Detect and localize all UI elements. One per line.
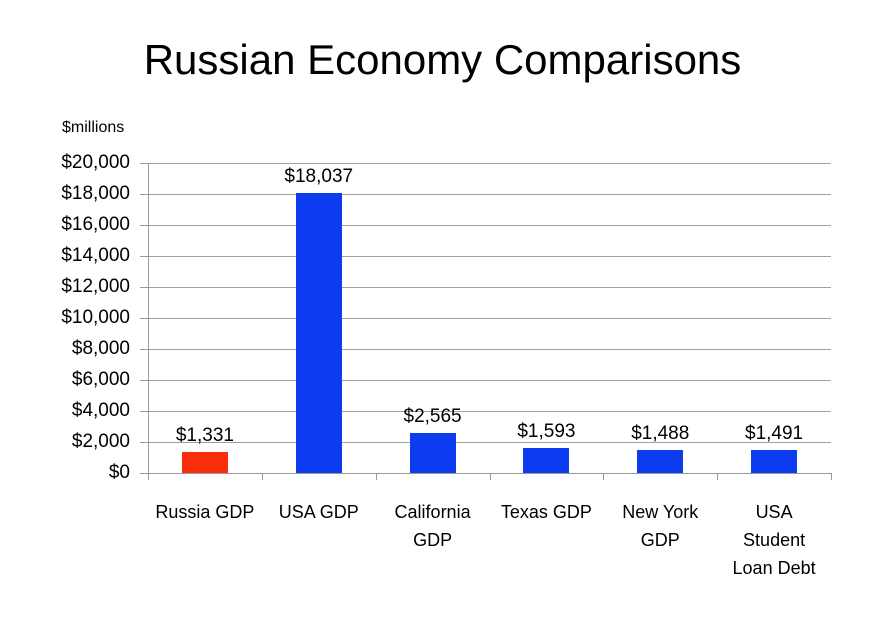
bar-california-gdp: [409, 433, 456, 473]
y-axis-tick-label: $2,000: [71, 431, 130, 452]
y-axis-tick-label: $6,000: [71, 369, 130, 390]
y-axis-unit-label: $millions: [62, 119, 125, 136]
y-axis-tick-label: $12,000: [61, 276, 130, 297]
x-axis-category-label: USA GDP: [278, 502, 359, 522]
bar-value-label: $18,037: [284, 166, 354, 188]
y-axis-tick: [140, 411, 148, 412]
y-axis-tick: [140, 194, 148, 195]
y-axis-tick: [140, 225, 148, 226]
y-axis-tick: [140, 163, 148, 164]
y-axis-line: [148, 163, 149, 474]
y-axis-tick-label: $0: [108, 462, 130, 483]
x-axis-tick: [603, 474, 605, 480]
gridline: [148, 442, 831, 443]
y-axis-tick: [140, 318, 148, 319]
bar-usa-gdp: [295, 193, 342, 473]
y-axis-tick-label: $4,000: [71, 400, 130, 421]
x-axis-category-label: New York GDP: [622, 502, 699, 550]
x-axis-category-label: Texas GDP: [500, 502, 592, 522]
gridline: [148, 225, 831, 226]
x-axis-tick: [375, 474, 377, 480]
y-axis-tick-label: $10,000: [61, 307, 130, 328]
bar-new-york-gdp: [637, 449, 684, 473]
gridline: [148, 256, 831, 257]
y-axis-tick-label: $8,000: [71, 338, 130, 359]
bar-usa-student-loan-debt: [751, 449, 798, 473]
y-axis-tick: [140, 380, 148, 381]
x-axis-tick: [148, 474, 149, 480]
x-axis-category-label: California GDP: [394, 502, 471, 550]
y-axis-tick: [140, 349, 148, 350]
x-axis-tick: [489, 474, 491, 480]
gridline: [148, 194, 831, 195]
y-axis-tick-label: $18,000: [61, 183, 130, 204]
x-axis-line: [148, 473, 832, 474]
y-axis-tick: [140, 287, 148, 288]
x-axis-category-label: USA Student Loan Debt: [732, 502, 816, 578]
x-axis-category-label: Russia GDP: [155, 502, 255, 522]
bar-value-label: $1,491: [745, 422, 804, 444]
gridline: [148, 287, 831, 288]
y-axis-tick-label: $16,000: [61, 214, 130, 235]
gridline: [148, 349, 831, 350]
bar-texas-gdp: [523, 448, 570, 473]
gridline: [148, 163, 831, 164]
bar-russia-gdp: [181, 452, 228, 473]
gridline: [148, 318, 831, 319]
y-axis-tick-label: $14,000: [61, 245, 130, 266]
bar-value-label: $1,488: [631, 422, 690, 444]
x-axis-tick: [717, 474, 719, 480]
y-axis-tick-label: $20,000: [61, 152, 130, 173]
bar-value-label: $1,331: [175, 425, 234, 447]
gridline: [148, 411, 831, 412]
bar-value-label: $1,593: [517, 421, 576, 443]
chart-title: Russian Economy Comparisons: [143, 36, 742, 83]
y-axis-tick: [140, 442, 148, 443]
bar-value-label: $2,565: [403, 406, 462, 428]
y-axis-tick: [140, 473, 148, 474]
x-axis-tick: [831, 474, 832, 480]
gridline: [148, 380, 831, 381]
x-axis-tick: [261, 474, 263, 480]
y-axis-tick: [140, 256, 148, 257]
